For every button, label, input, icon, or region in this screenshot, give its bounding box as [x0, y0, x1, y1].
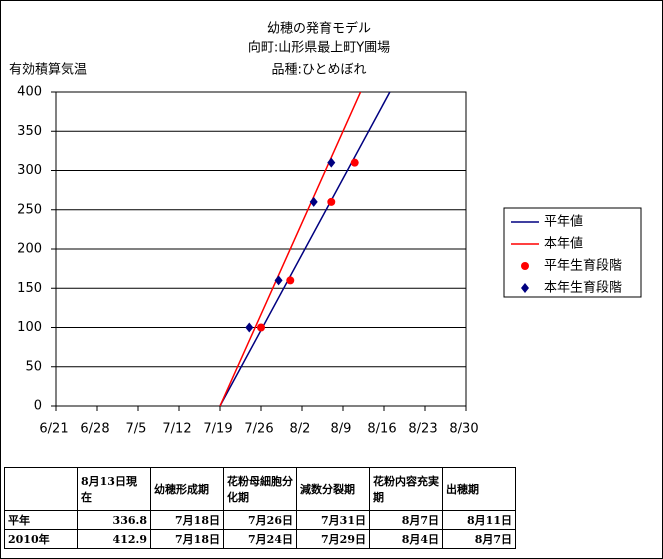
data-point	[257, 323, 265, 332]
legend-label: 本年値	[544, 236, 583, 252]
header-cell: 減数分裂期	[296, 467, 370, 511]
data-point	[245, 322, 254, 333]
header-cell: 花粉母細胞分化期	[223, 467, 297, 511]
series-line	[219, 92, 391, 406]
data-point	[350, 158, 359, 167]
y-tick-label: 0	[34, 399, 42, 414]
x-tick-label: 8/9	[331, 422, 352, 437]
data-point	[327, 197, 336, 206]
x-tick-label: 8/23	[408, 422, 437, 437]
x-tick-label: 7/12	[162, 422, 191, 437]
table: 8月13日現在 幼穂形成期 花粉母細胞分化期 減数分裂期 花粉内容充実期 出穂期…	[4, 467, 516, 549]
legend-box	[503, 207, 642, 298]
data-point	[327, 157, 336, 168]
header-cell: 花粉内容充実期	[369, 467, 443, 511]
y-tick-label: 250	[17, 202, 42, 217]
header-cell: 幼穂形成期	[150, 467, 224, 511]
y-tick-label: 50	[25, 359, 42, 374]
chart-subtitle: 品種:ひとめぼれ	[272, 62, 367, 78]
y-tick-label: 350	[17, 124, 42, 139]
y-tick-label: 300	[17, 163, 42, 178]
header-cell: 8月13日現在	[77, 467, 151, 511]
row-label: 2010年	[4, 529, 78, 549]
data-point	[309, 196, 318, 207]
legend-label: 平年生育段階	[544, 258, 622, 274]
cell: 336.8	[77, 510, 151, 530]
y-tick-label: 150	[17, 281, 42, 296]
cell: 8月7日	[442, 529, 516, 549]
x-tick-label: 6/21	[39, 422, 68, 437]
cell: 8月11日	[442, 510, 516, 530]
plot-layer	[219, 92, 391, 406]
cell: 7月18日	[150, 510, 224, 530]
cell: 7月18日	[150, 529, 224, 549]
legend-label: 平年値	[544, 214, 583, 230]
cell: 7月31日	[296, 510, 370, 530]
cell: 7月26日	[223, 510, 297, 530]
header-cell: 出穂期	[442, 467, 516, 511]
x-tick-label: 8/2	[290, 422, 311, 437]
y-axis-label: 有効積算気温	[9, 62, 87, 78]
series-line	[219, 92, 362, 406]
cell: 412.9	[77, 529, 151, 549]
data-point	[274, 275, 283, 286]
x-tick-label: 8/30	[449, 422, 478, 437]
x-tick-label: 7/19	[203, 422, 232, 437]
legend-swatch	[521, 262, 529, 270]
cell: 7月24日	[223, 529, 297, 549]
x-tick-label: 6/28	[80, 422, 109, 437]
x-tick-label: 7/26	[244, 422, 273, 437]
cell: 7月29日	[296, 529, 370, 549]
y-tick-label: 200	[17, 242, 42, 257]
x-tick-label: 8/16	[367, 422, 396, 437]
chart-title: 幼穂の発育モデル	[267, 21, 371, 37]
chart-subtitle: 向町:山形県最上町Y圃場	[248, 40, 390, 56]
y-tick-label: 100	[17, 320, 42, 335]
y-tick-label: 400	[17, 85, 42, 100]
cell: 8月4日	[369, 529, 443, 549]
legend-label: 本年生育段階	[544, 280, 622, 296]
cell: 8月7日	[369, 510, 443, 530]
chart: 幼穂の発育モデル 向町:山形県最上町Y圃場 品種:ひとめぼれ 有効積算気温 0 5…	[9, 21, 642, 437]
x-tick-label: 7/5	[126, 422, 147, 437]
header-cell	[4, 467, 78, 511]
row-label: 平年	[4, 510, 78, 530]
legend-swatch	[521, 283, 529, 293]
data-point	[286, 276, 295, 285]
